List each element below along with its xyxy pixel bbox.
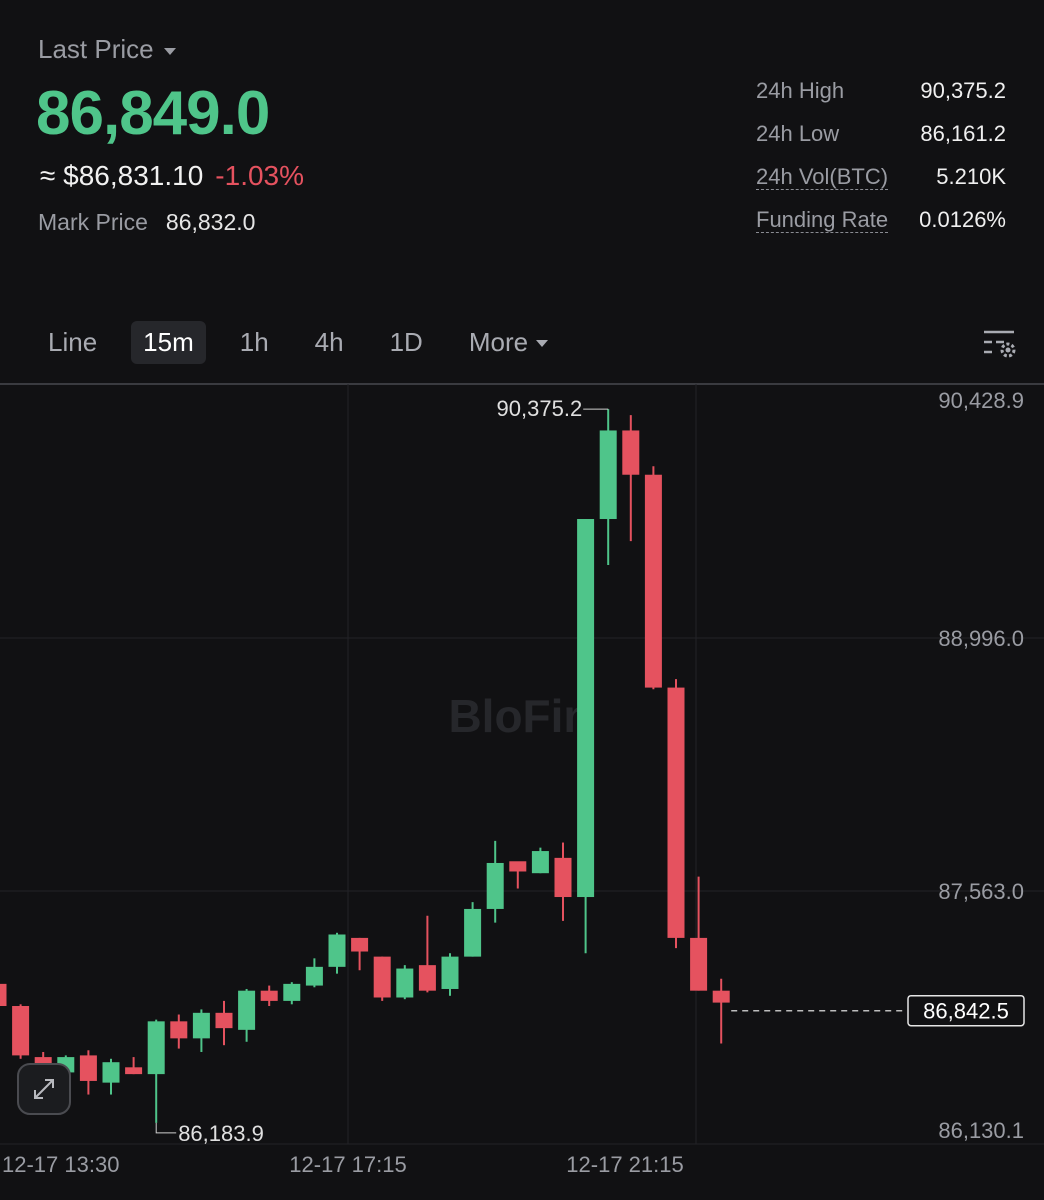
tab-1d[interactable]: 1D <box>389 326 423 357</box>
stat-value: 90,375.2 <box>920 78 1006 103</box>
max-price-label: 90,375.2 <box>497 396 583 421</box>
candle-up <box>531 851 549 874</box>
candle-down <box>418 965 436 991</box>
candle-down <box>215 1012 233 1029</box>
tab-1h[interactable]: 1h <box>239 326 269 357</box>
candle-down <box>373 956 391 998</box>
price-change-percent: -1.03% <box>215 160 305 191</box>
watermark-logo: BloFin <box>448 690 591 742</box>
candle-up <box>577 519 595 898</box>
candle-up <box>328 934 346 967</box>
candlestick-chart[interactable]: BloFin 90,428.9 88,996.0 87,563.0 86,130… <box>0 380 1044 1200</box>
usd-price-row: ≈ $86,831.10 -1.03% <box>40 160 304 192</box>
stat-24h-volume: 24h Vol(BTC) 5.210K <box>756 162 1006 205</box>
stat-24h-high: 24h High 90,375.2 <box>756 76 1006 119</box>
candle-down <box>554 857 572 898</box>
candle-down <box>0 983 7 1007</box>
interval-tabs: Line 15m 1h 4h 1D More <box>36 320 582 364</box>
candle-down <box>351 937 369 952</box>
current-price-box <box>907 994 1025 1027</box>
tab-4h[interactable]: 4h <box>314 326 344 357</box>
last-price-selector[interactable]: Last Price <box>38 34 176 65</box>
candle-up <box>147 1021 165 1075</box>
stat-label: 24h High <box>756 78 845 103</box>
candle-up <box>599 430 617 520</box>
stat-label-funding-rate[interactable]: Funding Rate <box>756 207 889 233</box>
min-price-leader <box>155 1122 177 1134</box>
stat-label: 24h Low <box>756 121 840 146</box>
min-price-label: 86,183.9 <box>178 1121 264 1146</box>
candles-group <box>0 409 730 1123</box>
candle-down <box>79 1055 97 1081</box>
candle-down <box>644 474 662 688</box>
tab-more-label: More <box>468 326 529 357</box>
candle-up <box>486 862 504 909</box>
caret-down-icon <box>536 340 549 348</box>
candle-up <box>192 1012 210 1039</box>
stat-funding-rate: Funding Rate 0.0126% <box>756 205 1006 248</box>
y-axis-label: 88,996.0 <box>938 626 1024 651</box>
candle-down <box>667 687 685 938</box>
x-axis-label: 12-17 13:30 <box>2 1152 119 1177</box>
candle-down <box>622 430 640 475</box>
chart-settings-icon[interactable] <box>982 326 1020 360</box>
candle-up <box>464 908 482 957</box>
current-price-label: 86,842.5 <box>923 999 1009 1024</box>
mark-price-value: 86,832.0 <box>165 209 256 235</box>
candle-down <box>509 861 527 872</box>
candle-up <box>238 990 256 1030</box>
candle-up <box>283 983 301 1001</box>
stat-value: 5.210K <box>936 164 1006 189</box>
mark-price-label: Mark Price <box>38 209 148 235</box>
candle-down <box>260 990 278 1001</box>
market-stats: 24h High 90,375.2 24h Low 86,161.2 24h V… <box>756 76 1006 248</box>
candle-up <box>441 956 459 989</box>
y-axis-label: 86,130.1 <box>938 1118 1024 1143</box>
last-price-label: Last Price <box>38 34 154 64</box>
x-axis-label: 12-17 17:15 <box>289 1152 406 1177</box>
tab-more[interactable]: More <box>457 321 560 364</box>
stat-24h-low: 24h Low 86,161.2 <box>756 119 1006 162</box>
last-price-value: 86,849.0 <box>36 79 270 148</box>
tab-line[interactable]: Line <box>48 326 98 357</box>
candle-down <box>125 1067 143 1075</box>
mark-price-row: Mark Price 86,832.0 <box>38 209 255 236</box>
candle-down <box>712 990 730 1003</box>
caret-down-icon <box>163 47 176 55</box>
candle-down <box>12 1006 30 1056</box>
candle-down <box>170 1021 188 1039</box>
stat-value: 0.0126% <box>919 207 1006 232</box>
expand-icon[interactable] <box>17 1063 71 1115</box>
candle-up <box>305 966 323 986</box>
candle-down <box>34 1057 52 1066</box>
candle-up <box>102 1062 120 1083</box>
y-axis-label: 87,563.0 <box>938 879 1024 904</box>
stat-value: 86,161.2 <box>920 121 1006 146</box>
y-axis-label: 90,428.9 <box>938 388 1024 413</box>
stat-label-volume[interactable]: 24h Vol(BTC) <box>756 164 889 190</box>
candle-down <box>690 937 708 991</box>
x-axis-label: 12-17 21:15 <box>566 1152 683 1177</box>
usd-price: ≈ $86,831.10 <box>40 160 204 191</box>
candle-up <box>396 968 414 998</box>
tab-15m[interactable]: 15m <box>131 320 206 364</box>
